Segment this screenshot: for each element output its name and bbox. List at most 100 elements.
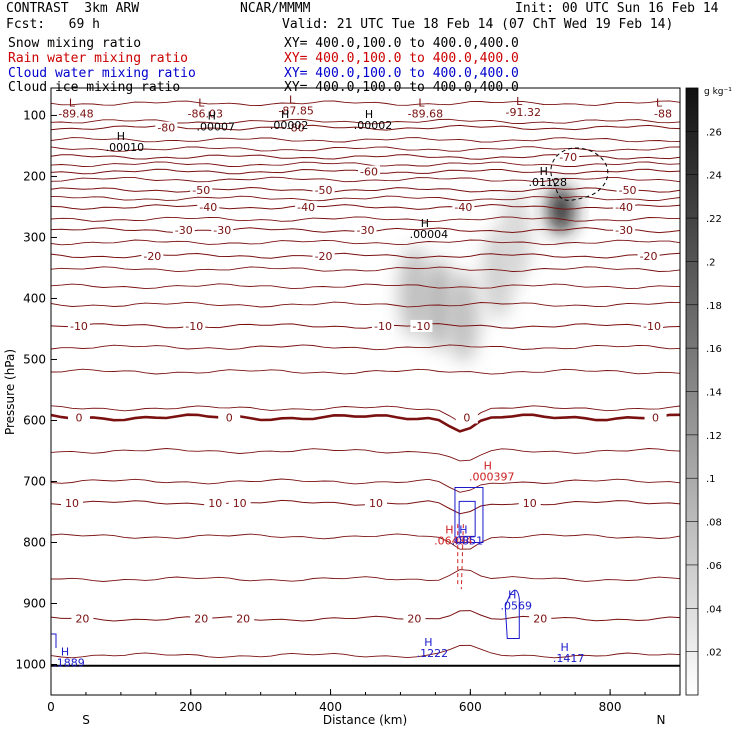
y-tick-label: 500 (23, 352, 46, 366)
colorbar-tick-label: .04 (706, 604, 722, 615)
isotherm-label: -30 (213, 224, 231, 237)
isotherm-label-bg (172, 224, 195, 237)
marker-L: L (289, 93, 296, 106)
isotherm-label: -10 (185, 320, 203, 333)
field-label-cloud-water: Cloud water mixing ratio (8, 66, 196, 81)
header-model: CONTRAST 3km ARW (6, 1, 140, 16)
isotherm--70 (51, 154, 680, 160)
marker-value: -86.03 (188, 107, 223, 120)
isotherm-line (51, 644, 680, 659)
y-tick-label: 700 (23, 474, 46, 488)
isotherm-20 (51, 610, 680, 622)
isotherm-label-bg (155, 121, 178, 134)
marker-value: -87.85 (278, 104, 313, 117)
isotherm-label: -20 (315, 250, 333, 263)
isotherm-label-bg (71, 612, 94, 625)
cloud-water-contour (504, 589, 520, 640)
isotherm-label-bg (67, 411, 90, 424)
isotherm-line (51, 195, 680, 202)
isotherm-label-bg (641, 319, 664, 332)
isotherm-label-bg (218, 411, 241, 424)
isotherm--40 (51, 203, 680, 210)
isotherm-label-bg (557, 150, 580, 163)
isotherm-line (51, 301, 680, 308)
isotherm-label: -20 (640, 250, 658, 263)
isotherm-label: -30 (357, 224, 375, 237)
colorbar-tick-label: .2 (706, 257, 716, 268)
isotherm-line (51, 344, 680, 351)
marker-value: .0569 (501, 600, 533, 613)
marker-H: H (421, 217, 429, 230)
isotherm-label: -40 (454, 201, 472, 214)
marker-H: H (561, 641, 569, 654)
isotherm-label: -70 (559, 151, 577, 164)
y-tick-label: 200 (23, 169, 46, 183)
rain-contour (457, 524, 464, 590)
isotherm-line (51, 478, 680, 493)
marker-value: .06484 (434, 534, 473, 547)
isotherm-label: -50 (619, 184, 637, 197)
isotherm-label-bg (616, 183, 639, 196)
isotherm-label-bg (312, 183, 335, 196)
marker-L: L (69, 96, 76, 109)
isotherm-label: -40 (199, 201, 217, 214)
isotherm-label-bg (613, 200, 636, 213)
isotherm-label: 20 (533, 613, 547, 626)
colorbar-tick-label: .12 (706, 431, 722, 442)
isotherm-label-bg (232, 612, 255, 625)
colorbar-tick-label: .24 (706, 171, 722, 182)
isotherm-line (51, 100, 680, 106)
marker-H: H (508, 589, 516, 602)
header-center: NCAR/MMMM (240, 1, 311, 16)
isotherm-0 (51, 413, 680, 433)
colorbar-tick-label: .02 (706, 648, 722, 659)
marker-value: .1222 (417, 647, 449, 660)
marker-H: H (424, 636, 432, 649)
marker-H: H (208, 110, 216, 123)
isotherm-line (51, 368, 680, 375)
isotherm-label: -60 (360, 166, 378, 179)
field-label-rain: Rain water mixing ratio (8, 51, 189, 66)
marker-value: .000397 (469, 470, 515, 483)
y-tick-label: 600 (23, 413, 46, 427)
isotherm-label: 0 (75, 411, 82, 424)
isotherm-label: 10 (233, 497, 247, 510)
isotherm-label: 10 (208, 497, 222, 510)
snow-shade (547, 186, 576, 235)
colorbar-tick-label: .26 (706, 127, 722, 138)
marker-H: H (117, 130, 125, 143)
isotherm-label: -30 (615, 224, 633, 237)
x-end-label-north: N (657, 713, 666, 727)
x-end-label-south: S (82, 713, 90, 727)
isotherm-label-bg (141, 249, 164, 262)
isotherm-label-bg (204, 496, 227, 509)
x-axis-title: Distance (km) (323, 713, 407, 727)
marker-value: -89.68 (408, 107, 443, 120)
isotherm-label-bg (357, 165, 380, 178)
isotherm-label-bg (312, 249, 335, 262)
isotherm-line (51, 533, 680, 550)
isotherm-line (51, 216, 680, 222)
isotherm--50 (51, 186, 680, 193)
isotherm-label: 0 (463, 411, 470, 424)
snow-shade (499, 192, 532, 283)
isotherm-line (51, 266, 680, 273)
isotherm-label-bg (455, 411, 478, 424)
isotherm-label: -10 (374, 320, 392, 333)
marker-H: H (445, 523, 453, 536)
isotherm-line (51, 448, 680, 462)
isotherm-label-bg (613, 224, 636, 237)
marker-value: -88 (654, 107, 672, 120)
isotherm-label: 10 (369, 497, 383, 510)
marker-L: L (516, 95, 523, 108)
marker-value: .00004 (410, 228, 449, 241)
colorbar-tick-label: .08 (706, 518, 722, 529)
y-tick-label: 100 (23, 108, 46, 122)
x-tick-label: 400 (319, 700, 342, 714)
isotherm-label: 10 (65, 497, 79, 510)
marker-H: H (281, 108, 289, 121)
marker-H: H (459, 523, 467, 536)
y-tick-label: 1000 (15, 657, 46, 671)
isotherm-label: 20 (194, 613, 208, 626)
